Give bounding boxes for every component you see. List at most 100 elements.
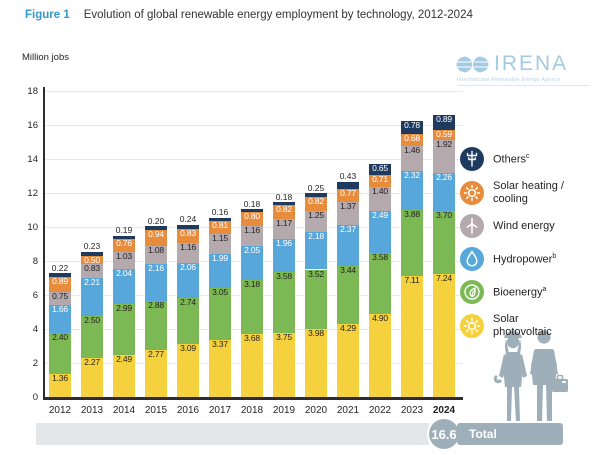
bar-value-label: 0.89 <box>52 275 68 286</box>
bar-value-label: 2.50 <box>84 314 100 325</box>
bar-value-label: 0.94 <box>148 228 164 239</box>
y-tick-label: 12 <box>27 187 38 199</box>
bar-segment: 1.16 <box>177 243 199 263</box>
x-tick-label: 2024 <box>432 405 456 416</box>
bar-value-label: 3.68 <box>244 333 260 344</box>
bar-segment: 0.65 <box>369 162 391 175</box>
bar-segment: 3.09 <box>177 344 199 397</box>
bar-segment <box>113 235 135 239</box>
bar-segment: 0.80 <box>241 212 263 226</box>
bar-value-label: 0.43 <box>339 171 357 182</box>
bar-value-label: 2.18 <box>308 231 324 242</box>
figure-header: Figure 1 Evolution of global renewable en… <box>25 9 473 21</box>
x-tick-label: 2012 <box>48 405 72 416</box>
bar-segment: 3.75 <box>273 333 295 397</box>
bar-segment: 0.83 <box>81 263 103 279</box>
bar-segment: 3.58 <box>273 272 295 334</box>
bar-value-label: 0.16 <box>211 207 229 218</box>
bar-segment: 7.24 <box>433 272 455 397</box>
bar-segment: 2.18 <box>305 231 327 270</box>
bar-segment: 1.46 <box>401 145 423 171</box>
bar-segment: 3.98 <box>305 329 327 397</box>
bar-segment: 2.37 <box>337 225 359 266</box>
x-tick-label: 2016 <box>176 405 200 416</box>
bar-value-label: 2.40 <box>52 332 68 343</box>
x-tick-label: 2019 <box>272 405 296 416</box>
bar-segment <box>305 193 327 198</box>
bar-segment: 2.32 <box>401 170 423 211</box>
bar-value-label: 3.44 <box>340 264 356 275</box>
bar-segment: 0.78 <box>401 121 423 135</box>
bar-segment: 2.06 <box>177 262 199 298</box>
y-tick-label: 0 <box>32 391 38 403</box>
bar-value-label: 1.37 <box>340 201 356 211</box>
bar-segment <box>209 217 231 221</box>
y-tick-label: 6 <box>32 289 38 301</box>
bar-segment: 4.29 <box>337 324 359 397</box>
totals-band <box>36 423 429 445</box>
x-tick-label: 2017 <box>208 405 232 416</box>
bar-value-label: 2.49 <box>372 209 388 220</box>
irena-globes-icon <box>455 55 490 73</box>
bar-value-label: 2.16 <box>148 263 164 274</box>
bar-value-label: 0.89 <box>436 113 452 124</box>
bar-value-label: 0.22 <box>51 262 69 273</box>
bar-segment: 0.89 <box>433 113 455 130</box>
legend-label: Solar photovoltaic <box>493 313 552 338</box>
bar-value-label: 1.25 <box>308 210 324 221</box>
x-tick-label: 2022 <box>368 405 392 416</box>
y-axis-line <box>43 87 45 397</box>
y-axis-title: Million jobs <box>22 52 69 63</box>
bar-value-label: 0.83 <box>84 263 100 274</box>
bar-segment: 1.03 <box>113 251 135 270</box>
bar-value-label: 1.92 <box>436 138 452 149</box>
bar-segment: 3.58 <box>369 252 391 314</box>
x-tick-label: 2014 <box>112 405 136 416</box>
bar-value-label: 0.76 <box>116 237 132 248</box>
bar-value-label: 0.71 <box>372 173 388 184</box>
bar-value-label: 1.16 <box>244 224 260 235</box>
legend-item-solar_pv: Solar photovoltaic <box>460 313 564 338</box>
bar-segment: 0.81 <box>209 220 231 235</box>
figure-label: Figure 1 <box>25 9 70 21</box>
bar-value-label: 3.52 <box>308 268 324 279</box>
sun-icon <box>460 180 484 205</box>
bar-segment: 3.05 <box>209 287 231 340</box>
bar-value-label: 1.15 <box>212 233 228 244</box>
bar-value-label: 2.49 <box>116 353 132 364</box>
bar-segment: 1.08 <box>145 244 167 265</box>
pylon-icon <box>460 147 484 171</box>
legend-label: Bioenergya <box>493 286 547 300</box>
x-tick-label: 2015 <box>144 405 168 416</box>
workers-illustration <box>493 330 568 421</box>
bar-value-label: 1.08 <box>148 244 164 255</box>
bar-value-label: 3.75 <box>276 332 292 343</box>
bar-value-label: 3.88 <box>404 209 420 220</box>
y-tick-label: 10 <box>27 221 38 233</box>
bar-segment: 2.49 <box>369 209 391 253</box>
bar-value-label: 1.40 <box>372 185 388 196</box>
bar-segment: 2.49 <box>113 353 135 397</box>
bar-segment: 0.75 <box>49 292 71 305</box>
bar-segment: 3.37 <box>209 339 231 397</box>
bar-segment: 2.99 <box>113 303 135 355</box>
bar-segment <box>337 181 359 189</box>
bar-value-label: 7.24 <box>436 272 452 283</box>
bar-value-label: 3.70 <box>436 210 452 221</box>
bar-value-label: 2.05 <box>244 244 260 255</box>
bar-value-label: 1.17 <box>276 218 292 229</box>
bar-segment <box>145 226 167 230</box>
bar-segment: 2.40 <box>49 333 71 374</box>
y-tick-label: 2 <box>32 357 38 369</box>
gridline <box>43 159 463 160</box>
bar-segment: 1.17 <box>273 218 295 240</box>
y-tick-label: 18 <box>27 85 38 97</box>
gridline <box>43 125 463 126</box>
bar-value-label: 0.65 <box>372 162 388 173</box>
legend-label: Wind energy <box>493 219 555 232</box>
bar-segment: 1.37 <box>337 201 359 226</box>
legend-item-shc: Solar heating / cooling <box>460 180 564 205</box>
bar-segment: 0.83 <box>177 229 199 244</box>
x-tick-label: 2018 <box>240 405 264 416</box>
